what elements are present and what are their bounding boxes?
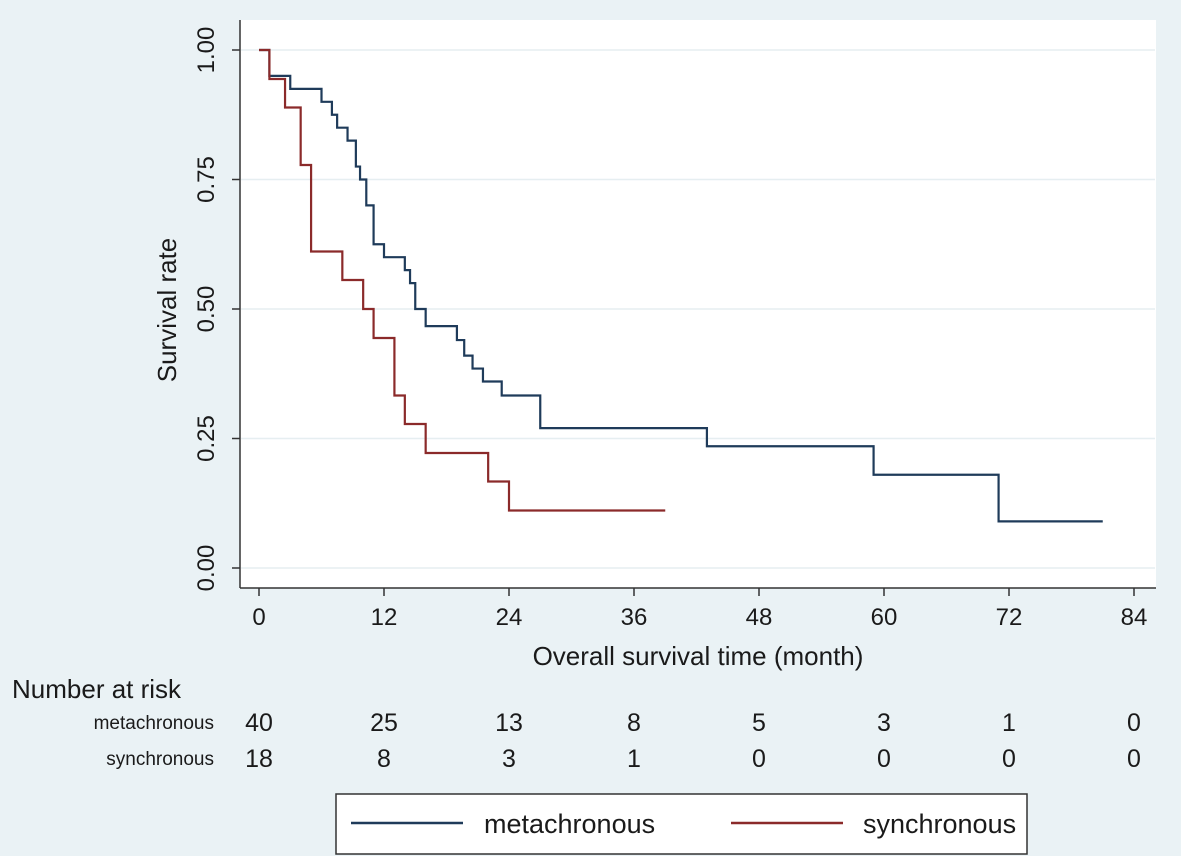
risk-row-label-synchronous: synchronous	[106, 749, 214, 770]
risk-count-synchronous: 0	[1002, 745, 1016, 773]
risk-count-metachronous: 5	[752, 709, 766, 737]
risk-count-synchronous: 1	[627, 745, 641, 773]
y-axis-title: Survival rate	[152, 238, 182, 383]
x-tick-label: 48	[746, 604, 773, 631]
x-tick-label: 12	[371, 604, 398, 631]
x-tick-label: 60	[871, 604, 898, 631]
risk-count-synchronous: 0	[1127, 745, 1141, 773]
plot-area	[240, 20, 1156, 588]
risk-count-synchronous: 0	[877, 745, 891, 773]
y-tick-label: 1.00	[193, 27, 220, 74]
y-tick-label: 0.75	[193, 156, 220, 203]
x-tick-label: 24	[496, 604, 523, 631]
y-tick-label: 0.00	[193, 545, 220, 592]
risk-count-metachronous: 13	[495, 709, 523, 737]
curve-synchronous	[259, 48, 666, 512]
risk-count-metachronous: 1	[1002, 709, 1016, 737]
risk-count-metachronous: 3	[877, 709, 891, 737]
y-tick-label: 0.25	[193, 415, 220, 462]
legend: metachronous synchronous	[335, 793, 1028, 855]
risk-table-title: Number at risk	[12, 674, 182, 704]
survival-curves	[259, 48, 1103, 523]
risk-count-metachronous: 25	[370, 709, 398, 737]
risk-count-synchronous: 0	[752, 745, 766, 773]
y-tick-label: 0.50	[193, 286, 220, 333]
risk-count-metachronous: 40	[245, 709, 273, 737]
x-axis-title: Overall survival time (month)	[533, 641, 864, 671]
risk-count-metachronous: 8	[627, 709, 641, 737]
curve-metachronous	[259, 48, 1103, 523]
x-tick-label: 84	[1121, 604, 1148, 631]
tick-labels: 0.00 0.25 0.50 0.75 1.00 0 12 24 36 48 60 72 84	[193, 27, 1147, 631]
risk-row-label-metachronous: metachronous	[94, 713, 214, 734]
risk-count-synchronous: 3	[502, 745, 516, 773]
risk-table: metachronous 40 25 13 8 5 3 1 0 synchronous 18 8 3 1 0…	[94, 709, 1141, 773]
gridlines	[241, 49, 1155, 569]
x-tick-label: 36	[621, 604, 648, 631]
legend-label-metachronous: metachronous	[484, 809, 655, 839]
axes	[232, 20, 1156, 596]
x-tick-label: 72	[996, 604, 1023, 631]
risk-count-synchronous: 18	[245, 745, 273, 773]
risk-count-metachronous: 0	[1127, 709, 1141, 737]
legend-label-synchronous: synchronous	[863, 809, 1016, 839]
risk-count-synchronous: 8	[377, 745, 391, 773]
x-tick-label: 0	[252, 604, 265, 631]
